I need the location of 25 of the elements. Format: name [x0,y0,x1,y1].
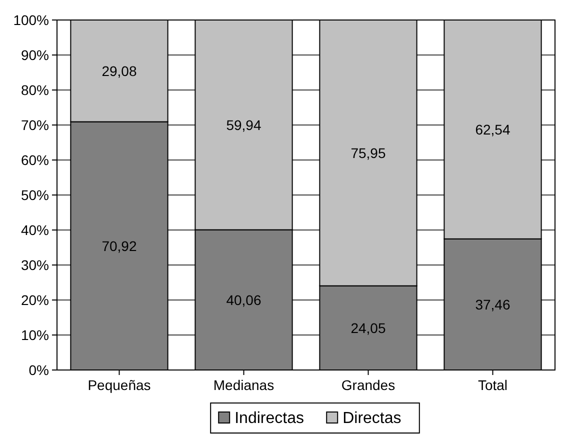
y-tick-label: 50% [20,186,49,203]
legend-label: Directas [342,410,402,427]
data-label: 62,54 [475,121,510,138]
data-label: 37,46 [475,296,510,312]
y-tick-label: 70% [20,116,49,133]
y-tick-label: 30% [20,256,49,273]
y-tick-label: 10% [20,326,49,343]
y-tick-label: 0% [28,362,49,378]
x-tick-label: Total [478,377,508,393]
legend-label: Indirectas [234,410,304,427]
x-tick-label: Grandes [341,377,396,393]
data-label: 59,94 [226,116,262,133]
y-tick-label: 80% [20,82,49,98]
y-tick-label: 40% [20,222,49,238]
x-tick-label: Pequeñas [88,377,151,393]
x-tick-label: Medianas [213,377,274,393]
data-label: 70,92 [102,238,137,254]
y-tick-label: 90% [20,46,49,63]
data-label: 40,06 [226,292,262,308]
y-tick-label: 60% [20,152,49,168]
data-label: 29,08 [102,62,137,79]
y-tick-label: 20% [20,292,49,308]
y-tick-label: 100% [13,12,49,28]
data-label: 75,95 [350,144,386,161]
data-label: 24,05 [350,320,386,336]
